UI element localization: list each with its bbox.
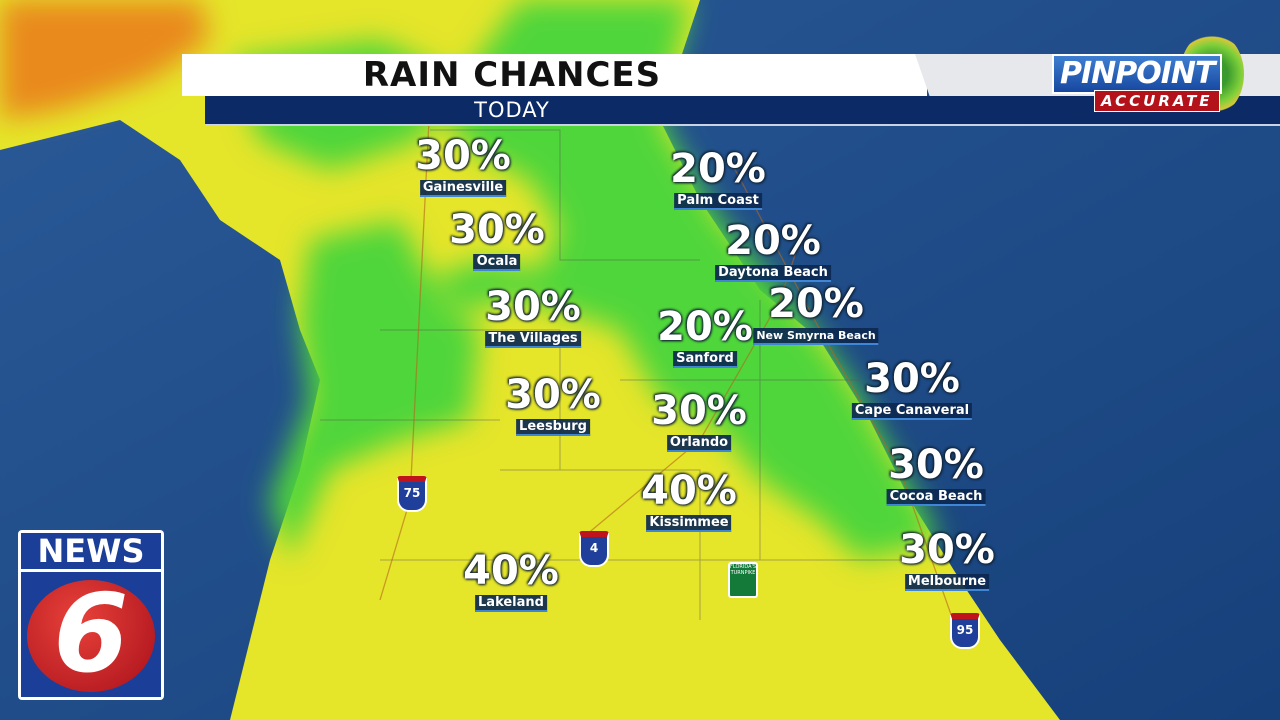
city-name: Sanford [673,351,737,368]
county-lines [320,129,900,620]
rain-chance: 20% [657,304,753,350]
city-name: Lakeland [475,595,547,612]
city-marker: 30% Cape Canaveral [851,356,973,420]
city-marker: 30% Leesburg [505,375,601,436]
red-circle-icon [27,580,155,692]
pinpoint-word: PINPOINT [1052,54,1223,94]
rain-chance: 20% [670,146,766,192]
green-area [430,0,940,560]
title-bar [182,54,927,96]
pinpoint-logo: PINPOINT ACCURATE [1052,30,1252,120]
rain-chance: 20% [768,281,864,327]
station-number: 6 [53,572,129,697]
city-marker: 20% Daytona Beach [715,221,831,282]
rain-chance: 30% [449,207,545,253]
interstate-75-shield-icon: 75 [397,476,427,512]
header: RAIN CHANCES TODAY PINPOINT ACCURATE [0,0,1280,130]
city-marker: 40% Kissimmee [641,471,737,532]
city-marker: 30% The Villages [485,287,581,348]
orange-area [0,0,210,120]
city-marker: 30% Melbourne [899,530,995,591]
city-name: Melbourne [904,574,990,591]
city-name: New Smyrna Beach [753,328,879,345]
rain-chance: 40% [641,468,737,514]
green-area-west [270,220,480,560]
city-marker: 30% Cocoa Beach [886,442,986,506]
page-subtitle: TODAY [474,98,550,122]
city-name: Cocoa Beach [886,489,986,506]
news-word: NEWS [21,533,161,569]
interstate-4-shield-icon: 4 [579,531,609,567]
rain-chance: 30% [864,356,960,402]
rain-chance: 30% [505,372,601,418]
city-name: Kissimmee [646,515,732,532]
rain-chance: 30% [415,133,511,179]
turnpike-shield-icon: FLORIDA'S TURNPIKE [728,562,758,598]
city-name: Cape Canaveral [851,403,973,420]
city-marker: 20% New Smyrna Beach [753,281,879,345]
city-marker: 20% Palm Coast [670,149,766,210]
city-name: The Villages [485,331,581,348]
pinpoint-tagline: ACCURATE [1094,90,1220,112]
city-name: Orlando [666,435,732,452]
city-marker: 30% Gainesville [415,136,511,197]
city-marker: 20% Sanford [657,307,753,368]
rain-chance: 40% [463,548,559,594]
city-name: Ocala [473,254,521,271]
city-marker: 40% Lakeland [463,551,559,612]
news-emblem: 6 [21,572,161,697]
rain-chance: 30% [888,442,984,488]
city-marker: 30% Ocala [449,210,545,271]
land [0,0,1060,720]
interstate-95-shield-icon: 95 [950,613,980,649]
city-name: Leesburg [516,419,590,436]
city-name: Daytona Beach [715,265,831,282]
page-title: RAIN CHANCES [362,55,662,95]
rain-chance: 20% [725,218,821,264]
rain-chance: 30% [899,527,995,573]
city-name: Gainesville [419,180,507,197]
rain-chance: 30% [485,284,581,330]
news6-logo: NEWS 6 [18,530,164,700]
city-marker: 30% Orlando [651,391,747,452]
rain-chance: 30% [651,388,747,434]
city-name: Palm Coast [674,193,762,210]
